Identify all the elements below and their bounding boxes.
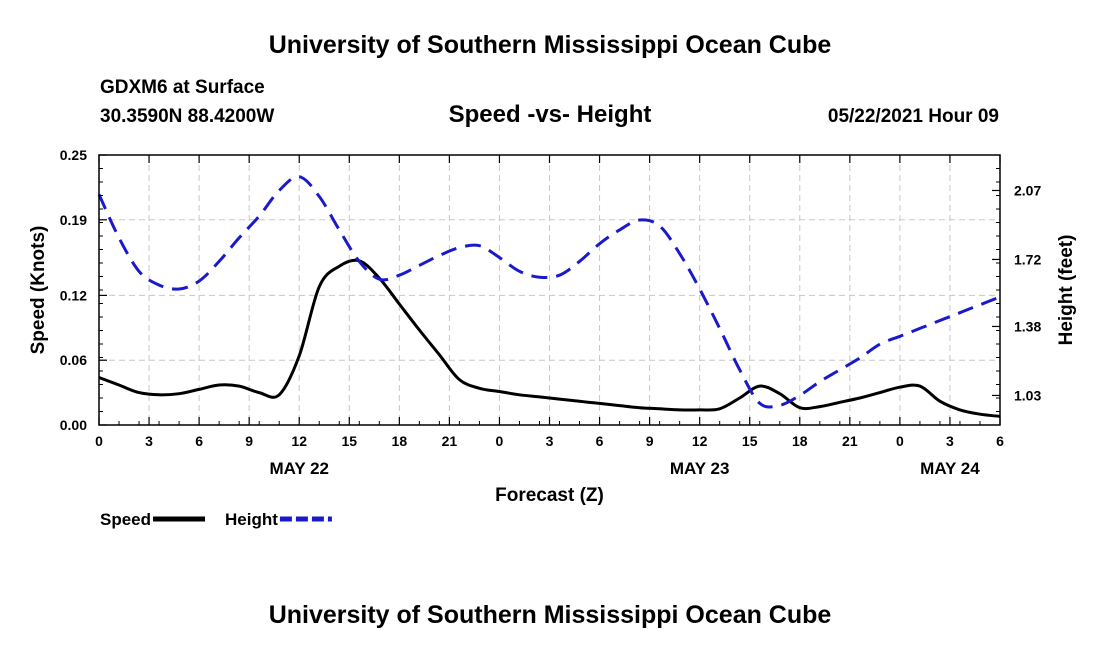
x-tick-label: 12: [692, 433, 708, 449]
x-tick-label: 0: [95, 433, 103, 449]
datetime-label: 05/22/2021 Hour 09: [827, 106, 999, 127]
top-title: University of Southern Mississippi Ocean…: [268, 31, 832, 59]
x-tick-label: 3: [546, 433, 554, 449]
y-right-tick-label: 1.03: [1014, 387, 1041, 403]
legend-label-height: Height: [225, 510, 278, 529]
axis-ticks: [98, 154, 1001, 426]
station-label: GDXM6 at Surface: [100, 77, 265, 98]
x-tick-label: 15: [341, 433, 357, 449]
y-left-tick-label: 0.19: [60, 212, 87, 228]
date-label: MAY 24: [920, 459, 980, 478]
x-tick-label: 15: [742, 433, 758, 449]
x-tick-label: 18: [392, 433, 408, 449]
y-right-tick-label: 2.07: [1014, 182, 1041, 198]
legend-label-speed: Speed: [100, 510, 151, 529]
series-line-height: [97, 175, 1001, 409]
grid-lines: [99, 155, 1000, 425]
x-axis-title: Forecast (Z): [495, 485, 604, 506]
legend: Speed Height: [100, 510, 332, 529]
y-left-tick-label: 0.06: [60, 352, 87, 368]
date-label: MAY 22: [269, 459, 329, 478]
y-left-tick-label: 0.00: [60, 417, 87, 433]
x-tick-label: 9: [245, 433, 253, 449]
y-left-tick-label: 0.12: [60, 287, 87, 303]
y-left-axis-title: Speed (Knots): [28, 226, 49, 355]
x-tick-label: 21: [842, 433, 858, 449]
x-tick-label: 6: [996, 433, 1004, 449]
y-right-axis-title: Height (feet): [1056, 235, 1077, 346]
series-line-speed: [98, 258, 1001, 418]
plot-title: Speed -vs- Height: [448, 101, 652, 128]
x-tick-label: 0: [496, 433, 504, 449]
x-tick-label: 6: [195, 433, 203, 449]
y-right-tick-label: 1.38: [1014, 318, 1041, 334]
date-label: MAY 23: [670, 459, 730, 478]
coordinates-label: 30.3590N 88.4200W: [100, 106, 275, 127]
x-tick-label: 6: [596, 433, 604, 449]
y-right-tick-label: 1.72: [1014, 251, 1041, 267]
series-lines: [97, 175, 1001, 418]
x-tick-label: 3: [145, 433, 153, 449]
x-tick-label: 9: [646, 433, 654, 449]
x-tick-label: 21: [442, 433, 458, 449]
x-tick-label: 18: [792, 433, 808, 449]
x-tick-label: 0: [896, 433, 904, 449]
axis-labels: 0 3 6 9 12 15 18 21 0 3 6 9 12 15 18 21 0 3 6 MAY 22 MAY 23 M…: [28, 147, 1077, 506]
x-tick-label: 12: [291, 433, 307, 449]
bottom-title: University of Southern Mississippi Ocean…: [268, 601, 832, 629]
x-tick-label: 3: [946, 433, 954, 449]
y-left-tick-label: 0.25: [60, 147, 87, 163]
